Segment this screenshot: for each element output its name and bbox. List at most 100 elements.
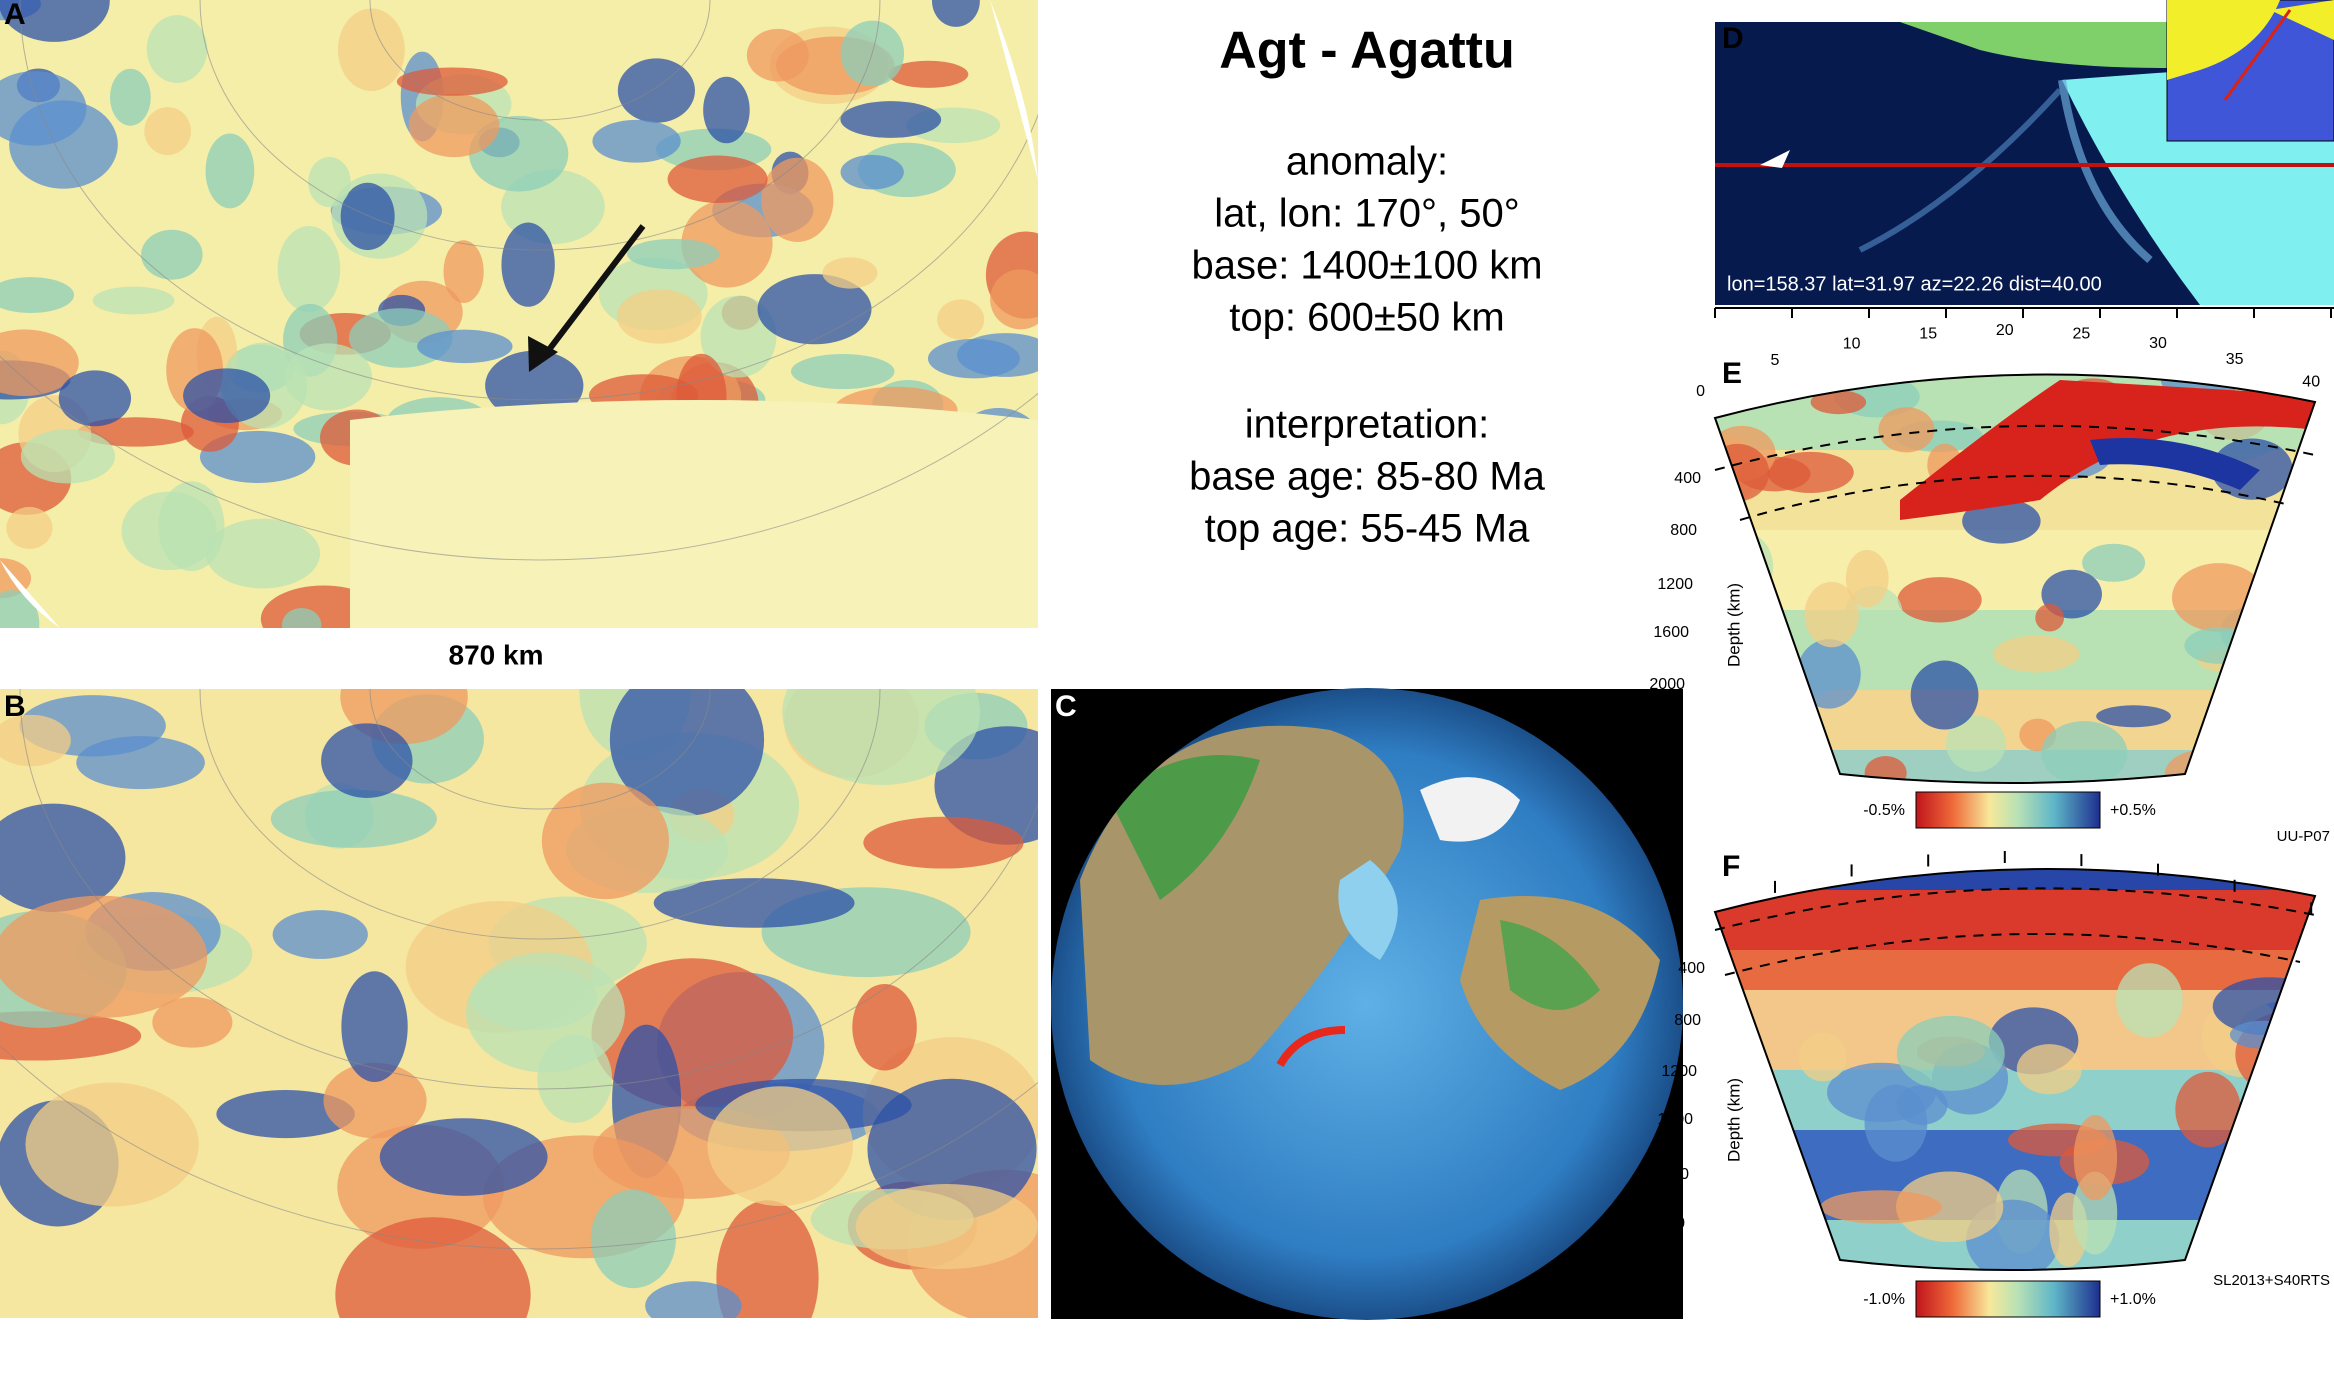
anomaly-blob <box>1820 1190 1942 1224</box>
anomaly-blob <box>205 133 255 209</box>
arrowhead <box>528 336 558 372</box>
anomaly-blob <box>681 199 773 288</box>
anomaly-blob <box>1810 390 1867 415</box>
colorbar-min: -0.5% <box>1863 802 1905 819</box>
anomaly-blob <box>272 910 368 959</box>
depth-tick-label: 1600 <box>1653 624 1689 641</box>
distance-tick-label: 15 <box>1919 326 1937 343</box>
interpretation-line: top age: 55-45 Ma <box>1205 507 1530 551</box>
distance-tick-label: 25 <box>2073 325 2091 342</box>
panel-label: F <box>1722 850 1740 883</box>
distance-tick-label: 10 <box>1843 336 1861 353</box>
depth-tick-label: 400 <box>1674 470 1701 487</box>
axis-label: Depth (km) <box>1724 583 1743 667</box>
anomaly-blob <box>0 71 87 146</box>
anomaly-blob <box>757 274 872 345</box>
anomaly-heading: anomaly: <box>1286 140 1448 184</box>
no-data-area <box>350 400 1038 628</box>
anomaly-blob <box>2234 648 2263 696</box>
anomaly-blob <box>927 338 1020 379</box>
anomaly-blob <box>592 119 681 163</box>
anomaly-blob <box>146 15 208 83</box>
anomaly-blob <box>277 226 341 313</box>
depth-tick-label: 2800 <box>1641 777 1677 794</box>
anomaly-blob <box>158 481 225 572</box>
anomaly-blob <box>1798 1032 1847 1082</box>
anomaly-blob <box>1910 660 1979 730</box>
anomaly-blob <box>284 343 373 411</box>
anomaly-blob <box>616 289 702 344</box>
anomaly-blob <box>1878 407 1935 453</box>
anomaly-blob <box>335 1217 531 1318</box>
anomaly-blob <box>888 60 969 88</box>
velocity-band <box>1715 890 2315 950</box>
depth-caption: 870 km <box>449 639 544 670</box>
anomaly-blob <box>308 156 351 208</box>
section-f <box>1715 869 2315 1270</box>
anomaly-blob <box>341 971 408 1083</box>
anomaly-blob <box>2116 963 2183 1038</box>
panel-label: B <box>4 690 26 723</box>
anomaly-blob <box>590 1189 676 1289</box>
anomaly-blob <box>379 1118 548 1196</box>
model-name: SL2013+S40RTS <box>2213 1272 2330 1289</box>
anomaly-blob <box>0 0 110 42</box>
depth-tick-label: 2800 <box>1645 1267 1681 1284</box>
depth-tick-label: 2400 <box>1649 1215 1685 1232</box>
velocity-band <box>1715 869 2315 890</box>
anomaly-blob <box>653 878 855 928</box>
depth-tick-label: 0 <box>1696 383 1705 400</box>
anomaly-blob <box>840 101 942 138</box>
anomaly-blob <box>716 1200 819 1318</box>
anomaly-blob <box>931 0 980 27</box>
panel-label: D <box>1722 22 1744 55</box>
profile-info: lon=158.37 lat=31.97 az=22.26 dist=40.00 <box>1727 273 2102 295</box>
anomaly-blob <box>321 723 413 799</box>
anomaly-blob <box>1895 1171 2004 1243</box>
section-arrow <box>1276 1026 1346 1068</box>
anomaly-blob <box>92 286 175 315</box>
anomaly-line: top: 600±50 km <box>1229 296 1504 340</box>
anomaly-blob <box>626 238 720 270</box>
depth-tick-label: 800 <box>1674 1012 1701 1029</box>
anomaly-blob <box>340 182 395 251</box>
anomaly-blob <box>0 803 126 912</box>
anomaly-blob <box>541 782 670 900</box>
anomaly-blob <box>2240 632 2315 694</box>
anomaly-blob <box>852 984 917 1071</box>
anomaly-blob <box>2035 603 2065 632</box>
velocity-band <box>1715 750 2315 783</box>
anomaly-blob <box>1715 532 1774 601</box>
anomaly-blob <box>1962 498 2041 544</box>
anomaly-blob <box>1896 1085 1948 1125</box>
anomaly-blob <box>2249 718 2315 765</box>
anomaly-blob <box>141 229 203 280</box>
depth-tick-label: 800 <box>1670 522 1697 539</box>
colorbar <box>1915 1280 2101 1318</box>
velocity-band <box>1715 690 2315 750</box>
anomaly-blob <box>2212 977 2315 1036</box>
slab-anomaly <box>2090 438 2260 490</box>
anomaly-blob <box>0 895 208 1018</box>
map-a <box>0 0 1038 628</box>
anomaly-blob <box>152 997 233 1048</box>
map-b <box>0 689 1038 1318</box>
anomaly-blob <box>790 353 895 390</box>
distance-tick-label: 30 <box>2149 335 2167 352</box>
anomaly-blob <box>1993 635 2080 673</box>
title: Agt - Agattu <box>1219 22 1515 80</box>
anomaly-blob <box>485 350 584 421</box>
anomaly-blob <box>707 1086 853 1206</box>
anomaly-blob <box>216 1089 355 1139</box>
anomaly-blob <box>2175 1071 2241 1148</box>
anomaly-blob <box>58 370 132 427</box>
colorbar-max: +0.5% <box>2110 802 2156 819</box>
anomaly-blob <box>863 816 1024 869</box>
distance-tick-label: 40 <box>2302 374 2320 391</box>
axis-label: Depth (km) <box>1724 1078 1743 1162</box>
colorbar <box>1915 791 2101 829</box>
anomaly-blob <box>840 154 904 190</box>
anomaly-blob <box>443 240 484 303</box>
anomaly-blob <box>76 736 205 790</box>
